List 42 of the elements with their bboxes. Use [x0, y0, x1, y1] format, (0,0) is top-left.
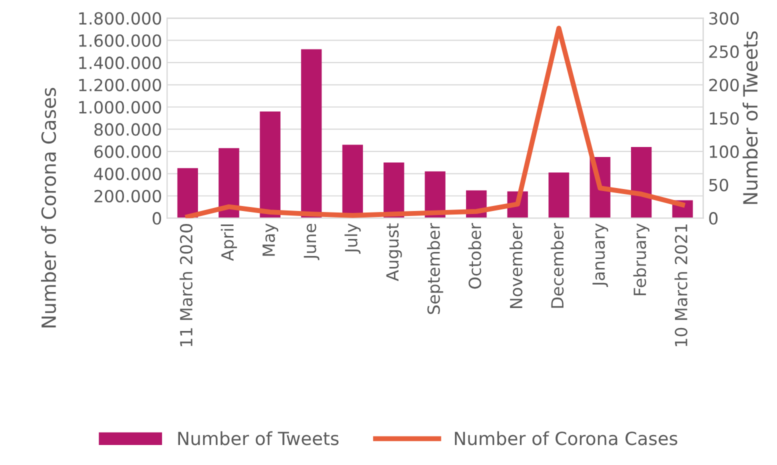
y2-tick-label: 150: [710, 112, 739, 125]
x-tick-label: 10 March 2021: [674, 224, 688, 346]
y2-tick-label: 250: [709, 45, 739, 58]
legend-label: Number of Corona Cases: [454, 431, 678, 446]
line-series: [185, 26, 685, 218]
y-tick-label: 1.800.000: [79, 12, 162, 25]
x-tick-label: October: [468, 222, 482, 289]
bar: [631, 146, 652, 218]
x-tick-label: 11 March 2020: [180, 224, 193, 346]
y2-tick-label: 200: [709, 78, 739, 92]
bar: [218, 148, 240, 218]
bar: [260, 111, 280, 218]
x-tick-label: December: [550, 222, 564, 308]
x-tick-label: January: [592, 223, 608, 287]
y-tick-label: 800.000: [94, 123, 162, 136]
y-axis-title: Number of Corona Cases: [41, 88, 56, 328]
x-tick-label: November: [510, 222, 522, 308]
y-tick-label: 600.000: [94, 145, 162, 158]
y2-axis-title: Number of Tweets: [742, 31, 758, 204]
bar: [384, 162, 404, 218]
y-tick-label: 1.400.000: [79, 56, 162, 70]
y2-tick-label: 50: [709, 178, 728, 192]
bar: [177, 168, 198, 218]
bar: [548, 172, 570, 218]
y-tick-label: 200.000: [94, 190, 162, 202]
x-tick-label: April: [220, 224, 237, 261]
legend-label: Number of Tweets: [178, 431, 339, 446]
x-tick-label: August: [386, 223, 402, 282]
x-tick-label: September: [427, 222, 444, 314]
y-tick-label: 0: [152, 212, 162, 225]
y-tick-label: 400.000: [94, 168, 162, 180]
x-tick-label: February: [633, 223, 650, 296]
bar: [301, 49, 322, 218]
y-tick-label: 1.200.000: [79, 78, 162, 92]
y-tick-label: 1.000.000: [79, 100, 162, 114]
x-tick-label: June: [304, 224, 320, 260]
y2-tick-label: 300: [709, 12, 739, 25]
y2-tick-label: 0: [709, 212, 718, 225]
y-tick-label: 1.600.000: [79, 34, 162, 47]
y2-tick-label: 100: [710, 145, 739, 158]
x-tick-label: July: [344, 223, 361, 254]
x-tick-label: May: [262, 223, 278, 256]
